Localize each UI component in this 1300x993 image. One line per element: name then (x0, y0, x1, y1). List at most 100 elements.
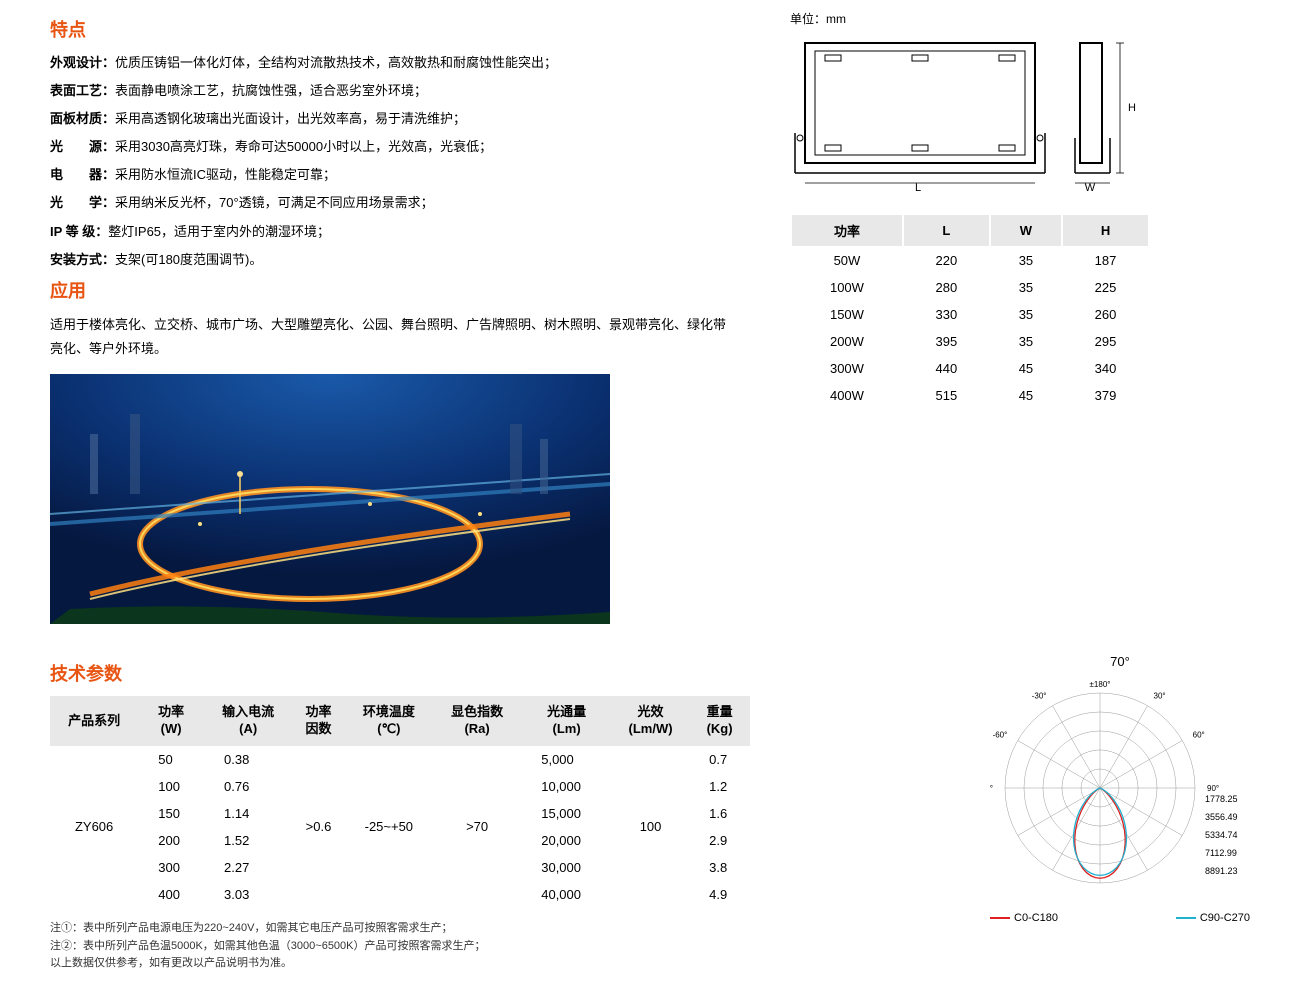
features-list: 外观设计：优质压铸铝一体化灯体，全结构对流散热技术，高效散热和耐腐蚀性能突出； 表… (50, 52, 730, 271)
polar-diagram: 70° 1778.253556.495334.747112.998891.23±… (990, 654, 1250, 924)
dim-col-header: W (991, 215, 1061, 246)
svg-text:1778.25: 1778.25 (1205, 794, 1238, 804)
tech-a: 1.52 (204, 827, 292, 854)
dim-cell: 295 (1063, 329, 1148, 354)
svg-text:±180°: ±180° (1090, 680, 1111, 689)
footnote-line: 注②：表中所列产品色温5000K，如需其他色温（3000~6500K）产品可按照… (50, 938, 750, 956)
feature-label: 电 器： (50, 164, 115, 186)
tech-kg: 0.7 (689, 746, 750, 773)
svg-text:-90°: -90° (990, 784, 993, 793)
feature-label: 光 学： (50, 192, 115, 214)
dim-cell: 187 (1063, 248, 1148, 273)
dim-cell: 515 (904, 383, 989, 408)
feature-label: 面板材质： (50, 108, 115, 130)
legend-line (990, 917, 1010, 919)
tech-series-cell: ZY606 (50, 746, 138, 908)
feature-value: 整灯IP65，适用于室内外的潮湿环境； (108, 221, 330, 243)
tech-w: 100 (138, 773, 204, 800)
tech-w: 300 (138, 854, 204, 881)
feature-value: 优质压铸铝一体化灯体，全结构对流散热技术，高效散热和耐腐蚀性能突出； (115, 52, 557, 74)
tech-lm: 15,000 (521, 800, 612, 827)
legend-label: C0-C180 (1014, 912, 1058, 924)
dim-row: 150W33035260 (792, 302, 1148, 327)
tech-kg: 4.9 (689, 881, 750, 908)
tech-kg: 3.8 (689, 854, 750, 881)
dim-cell: 100W (792, 275, 902, 300)
tech-a: 3.03 (204, 881, 292, 908)
dim-cell: 35 (991, 248, 1061, 273)
unit-label: 单位：mm (790, 10, 1250, 27)
tech-col-header: 功率(W) (138, 696, 204, 746)
tech-kg: 1.2 (689, 773, 750, 800)
tech-a: 0.38 (204, 746, 292, 773)
polar-legend-item: C90-C270 (1176, 912, 1250, 924)
feature-value: 表面静电喷涂工艺，抗腐蚀性强，适合恶劣室外环境； (115, 80, 427, 102)
svg-text:60°: 60° (1193, 731, 1205, 740)
svg-text:W: W (1085, 182, 1096, 193)
dim-cell: 400W (792, 383, 902, 408)
dim-row: 200W39535295 (792, 329, 1148, 354)
dimension-table: 功率LWH 50W22035187100W28035225150W3303526… (790, 213, 1150, 410)
dim-cell: 35 (991, 302, 1061, 327)
svg-text:-60°: -60° (993, 731, 1008, 740)
dim-cell: 300W (792, 356, 902, 381)
feature-value: 采用高透钢化玻璃出光面设计，出光效率高，易于清洗维护； (115, 108, 466, 130)
tech-title: 技术参数 (50, 660, 750, 686)
dim-col-header: 功率 (792, 215, 902, 246)
dim-cell: 379 (1063, 383, 1148, 408)
tech-col-header: 光效(Lm/W) (612, 696, 689, 746)
svg-text:H: H (1128, 102, 1136, 114)
dimension-diagram: L H W (790, 33, 1150, 193)
tech-w: 150 (138, 800, 204, 827)
dim-col-header: H (1063, 215, 1148, 246)
dim-cell: 280 (904, 275, 989, 300)
dim-cell: 225 (1063, 275, 1148, 300)
tech-row: ZY606500.38>0.6-25~+50>705,0001000.7 (50, 746, 750, 773)
tech-w: 50 (138, 746, 204, 773)
dim-row: 100W28035225 (792, 275, 1148, 300)
dim-cell: 45 (991, 383, 1061, 408)
dim-cell: 200W (792, 329, 902, 354)
feature-label: 光 源： (50, 136, 115, 158)
legend-label: C90-C270 (1200, 912, 1250, 924)
tech-a: 1.14 (204, 800, 292, 827)
polar-legend-item: C0-C180 (990, 912, 1058, 924)
dim-cell: 35 (991, 329, 1061, 354)
dim-L-label: L (915, 182, 921, 193)
feature-value: 采用纳米反光杯，70°透镜，可满足不同应用场景需求； (115, 192, 434, 214)
svg-text:90°: 90° (1207, 784, 1219, 793)
tech-col-header: 功率因数 (292, 696, 344, 746)
dim-cell: 150W (792, 302, 902, 327)
svg-text:5334.74: 5334.74 (1205, 830, 1238, 840)
tech-table: 产品系列功率(W)输入电流(A)功率因数环境温度(℃)显色指数(Ra)光通量(L… (50, 696, 750, 908)
dim-cell: 440 (904, 356, 989, 381)
legend-line (1176, 917, 1196, 919)
dim-cell: 260 (1063, 302, 1148, 327)
tech-col-header: 重量(Kg) (689, 696, 750, 746)
polar-title: 70° (990, 654, 1250, 669)
svg-text:8891.23: 8891.23 (1205, 866, 1238, 876)
feature-value: 支架(可180度范围调节)。 (115, 249, 262, 271)
feature-row: 外观设计：优质压铸铝一体化灯体，全结构对流散热技术，高效散热和耐腐蚀性能突出； (50, 52, 730, 74)
feature-row: 光 源：采用3030高亮灯珠，寿命可达50000小时以上，光效高，光衰低； (50, 136, 730, 158)
svg-text:30°: 30° (1154, 691, 1166, 700)
features-title: 特点 (50, 16, 730, 42)
application-photo (50, 374, 610, 624)
feature-row: 面板材质：采用高透钢化玻璃出光面设计，出光效率高，易于清洗维护； (50, 108, 730, 130)
dim-cell: 340 (1063, 356, 1148, 381)
feature-row: IP 等 级：整灯IP65，适用于室内外的潮湿环境； (50, 221, 730, 243)
dim-row: 50W22035187 (792, 248, 1148, 273)
dim-cell: 220 (904, 248, 989, 273)
dim-cell: 35 (991, 275, 1061, 300)
tech-col-header: 产品系列 (50, 696, 138, 746)
feature-label: 表面工艺： (50, 80, 115, 102)
tech-col-header: 光通量(Lm) (521, 696, 612, 746)
svg-text:7112.99: 7112.99 (1205, 848, 1237, 858)
dim-cell: 45 (991, 356, 1061, 381)
dim-cell: 395 (904, 329, 989, 354)
tech-temp: -25~+50 (345, 746, 433, 908)
application-title: 应用 (50, 277, 730, 303)
tech-col-header: 环境温度(℃) (345, 696, 433, 746)
dim-row: 300W44045340 (792, 356, 1148, 381)
feature-row: 表面工艺：表面静电喷涂工艺，抗腐蚀性强，适合恶劣室外环境； (50, 80, 730, 102)
